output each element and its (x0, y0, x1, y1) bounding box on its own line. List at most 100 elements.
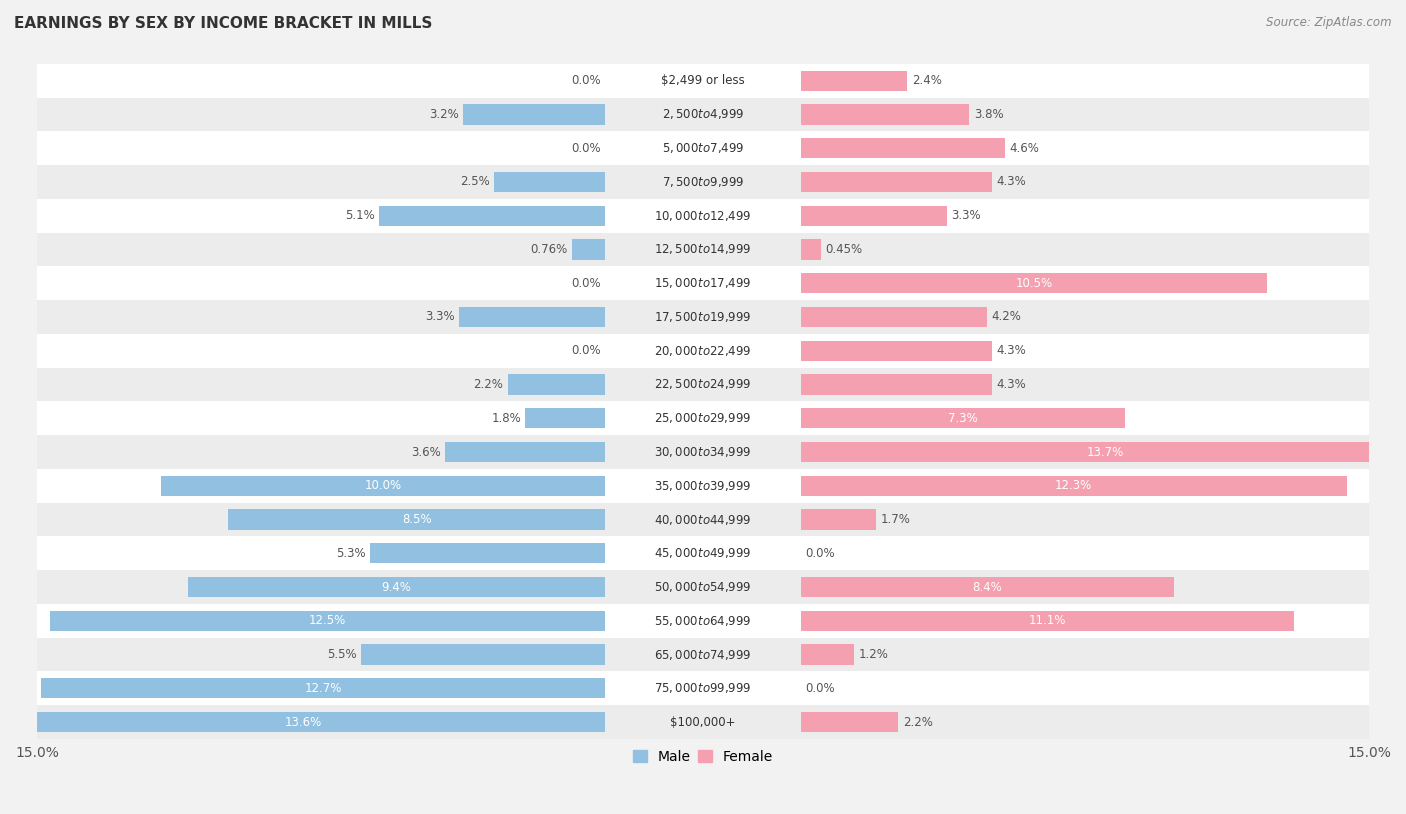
Bar (37, 300, 1369, 334)
Text: 2.2%: 2.2% (903, 716, 932, 729)
Text: 10.5%: 10.5% (1015, 277, 1052, 290)
Bar (800, 206, 948, 225)
Text: 8.5%: 8.5% (402, 513, 432, 526)
Bar (800, 645, 853, 665)
Text: 4.3%: 4.3% (995, 378, 1026, 391)
Text: 3.3%: 3.3% (425, 310, 454, 323)
Text: $20,000 to $22,499: $20,000 to $22,499 (654, 344, 752, 357)
Bar (37, 570, 1369, 604)
Bar (37, 266, 1369, 300)
Text: 4.6%: 4.6% (1010, 142, 1039, 155)
Text: 2.5%: 2.5% (460, 176, 489, 189)
Bar (800, 340, 991, 361)
Text: Source: ZipAtlas.com: Source: ZipAtlas.com (1267, 16, 1392, 29)
Bar (37, 469, 1369, 502)
Text: 12.5%: 12.5% (309, 615, 346, 628)
Text: 3.6%: 3.6% (412, 445, 441, 458)
Text: 2.4%: 2.4% (911, 74, 942, 87)
Bar (37, 233, 1369, 266)
Text: 1.2%: 1.2% (859, 648, 889, 661)
Text: 4.3%: 4.3% (995, 176, 1026, 189)
Text: 3.2%: 3.2% (429, 108, 458, 121)
Bar (508, 374, 606, 395)
Bar (228, 510, 606, 530)
Text: $2,499 or less: $2,499 or less (661, 74, 745, 87)
Bar (37, 401, 1369, 435)
Text: 11.1%: 11.1% (1028, 615, 1066, 628)
Text: 0.76%: 0.76% (530, 243, 567, 256)
Text: $50,000 to $54,999: $50,000 to $54,999 (654, 580, 752, 594)
Text: 0.0%: 0.0% (571, 277, 600, 290)
Text: 8.4%: 8.4% (973, 580, 1002, 593)
Text: 13.7%: 13.7% (1087, 445, 1123, 458)
Bar (800, 71, 907, 91)
Bar (800, 307, 987, 327)
Text: $25,000 to $29,999: $25,000 to $29,999 (654, 411, 752, 425)
Bar (800, 374, 991, 395)
Bar (37, 536, 1369, 570)
Text: 0.0%: 0.0% (806, 547, 835, 560)
Bar (800, 442, 1406, 462)
Text: 0.0%: 0.0% (571, 142, 600, 155)
Bar (800, 408, 1125, 428)
Text: 0.0%: 0.0% (571, 344, 600, 357)
Bar (37, 705, 1369, 739)
Text: $10,000 to $12,499: $10,000 to $12,499 (654, 208, 752, 223)
Bar (378, 206, 606, 225)
Text: 1.8%: 1.8% (491, 412, 522, 425)
Text: 5.5%: 5.5% (328, 648, 357, 661)
Bar (37, 334, 1369, 368)
Text: $35,000 to $39,999: $35,000 to $39,999 (654, 479, 752, 492)
Text: 4.2%: 4.2% (991, 310, 1022, 323)
Bar (37, 368, 1369, 401)
Bar (162, 475, 606, 496)
Text: $12,500 to $14,999: $12,500 to $14,999 (654, 243, 752, 256)
Text: $65,000 to $74,999: $65,000 to $74,999 (654, 647, 752, 662)
Text: $75,000 to $99,999: $75,000 to $99,999 (654, 681, 752, 695)
Text: $5,000 to $7,499: $5,000 to $7,499 (662, 141, 744, 155)
Text: 13.6%: 13.6% (285, 716, 322, 729)
Text: 5.1%: 5.1% (344, 209, 374, 222)
Text: $7,500 to $9,999: $7,500 to $9,999 (662, 175, 744, 189)
Text: $2,500 to $4,999: $2,500 to $4,999 (662, 107, 744, 121)
Text: 4.3%: 4.3% (995, 344, 1026, 357)
Text: 9.4%: 9.4% (381, 580, 412, 593)
Bar (800, 610, 1294, 631)
Bar (572, 239, 606, 260)
Text: 1.7%: 1.7% (880, 513, 911, 526)
Text: 3.8%: 3.8% (974, 108, 1004, 121)
Bar (458, 307, 606, 327)
Bar (800, 712, 898, 732)
Bar (800, 510, 876, 530)
Text: $55,000 to $64,999: $55,000 to $64,999 (654, 614, 752, 628)
Bar (37, 199, 1369, 233)
Text: $45,000 to $49,999: $45,000 to $49,999 (654, 546, 752, 560)
Bar (37, 98, 1369, 131)
Bar (800, 274, 1267, 293)
Text: $40,000 to $44,999: $40,000 to $44,999 (654, 513, 752, 527)
Bar (526, 408, 606, 428)
Bar (800, 172, 991, 192)
Text: $30,000 to $34,999: $30,000 to $34,999 (654, 445, 752, 459)
Text: 12.3%: 12.3% (1054, 479, 1092, 492)
Bar (188, 577, 606, 597)
Bar (51, 610, 606, 631)
Bar (800, 104, 969, 125)
Bar (361, 645, 606, 665)
Bar (37, 131, 1369, 165)
Text: 0.0%: 0.0% (571, 74, 600, 87)
Bar (370, 543, 606, 563)
Text: 5.3%: 5.3% (336, 547, 366, 560)
Bar (800, 239, 821, 260)
Bar (37, 637, 1369, 672)
Legend: Male, Female: Male, Female (627, 744, 779, 769)
Bar (495, 172, 606, 192)
Bar (463, 104, 606, 125)
Text: 12.7%: 12.7% (305, 682, 342, 695)
Bar (37, 672, 1369, 705)
Bar (37, 502, 1369, 536)
Bar (37, 435, 1369, 469)
Text: $100,000+: $100,000+ (671, 716, 735, 729)
Bar (37, 165, 1369, 199)
Bar (800, 577, 1174, 597)
